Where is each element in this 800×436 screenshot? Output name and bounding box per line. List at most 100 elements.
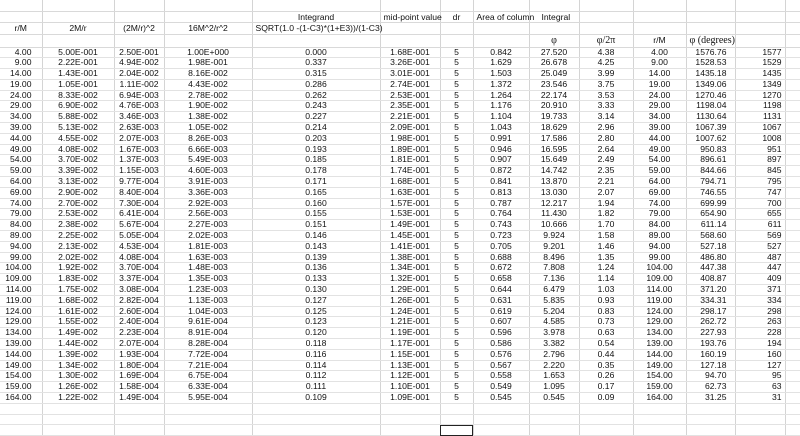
- cell[interactable]: [529, 0, 580, 12]
- cell[interactable]: [42, 403, 115, 415]
- cell[interactable]: [785, 327, 800, 340]
- cell[interactable]: [633, 22, 687, 35]
- cell-r-over-m[interactable]: 74.00: [0, 198, 43, 210]
- cell[interactable]: [785, 79, 800, 91]
- cell-2m-over-r[interactable]: 6.90E-002: [42, 101, 115, 113]
- cell-phi-over-2pi[interactable]: 3.99: [579, 68, 634, 80]
- cell[interactable]: [473, 34, 530, 48]
- cell-r-over-m-2[interactable]: 59.00: [633, 165, 687, 178]
- cell-integral-phi[interactable]: 3.978: [529, 327, 580, 340]
- cell[interactable]: [785, 252, 800, 264]
- cell-phi-over-2pi[interactable]: 2.64: [579, 144, 634, 156]
- cell-2m-over-r-squared[interactable]: 6.41E-004: [114, 209, 165, 221]
- cell-integrand[interactable]: 0.171: [252, 176, 381, 188]
- cell-r-over-m-2[interactable]: 134.00: [633, 327, 687, 340]
- cell-midpoint-value[interactable]: 1.81E-001: [380, 155, 441, 167]
- cell-2m-over-r[interactable]: 2.22E-001: [42, 57, 115, 70]
- cell[interactable]: [785, 208, 800, 221]
- cell-2m-over-r-squared[interactable]: 3.70E-004: [114, 263, 165, 275]
- cell[interactable]: [114, 34, 165, 48]
- cell-integral-phi[interactable]: 4.585: [529, 317, 580, 329]
- cell-midpoint-value[interactable]: 1.26E-001: [380, 295, 441, 307]
- cell-r-over-m-2[interactable]: 69.00: [633, 187, 687, 199]
- cell-phi-degrees-rounded[interactable]: 897: [735, 155, 786, 167]
- cell-midpoint-value[interactable]: 1.41E-001: [380, 241, 441, 253]
- cell-area-of-column[interactable]: 0.705: [473, 241, 530, 253]
- cell-2m-over-r-squared[interactable]: 5.05E-004: [114, 230, 165, 242]
- cell-r-over-m[interactable]: 4.00: [0, 47, 43, 59]
- cell-r-over-m-2[interactable]: 114.00: [633, 284, 687, 296]
- cell-2m-over-r-squared[interactable]: 9.77E-004: [114, 176, 165, 188]
- cell-integral-phi[interactable]: 5.204: [529, 306, 580, 318]
- cell-16m2-over-r2[interactable]: 1.63E-003: [164, 252, 253, 264]
- cell-2m-over-r-squared[interactable]: 2.04E-002: [114, 68, 165, 80]
- cell-phi-degrees-rounded[interactable]: 611: [735, 219, 786, 232]
- cell-phi-over-2pi[interactable]: 1.82: [579, 209, 634, 221]
- cell-2m-over-r[interactable]: 5.00E-001: [42, 47, 115, 59]
- cell-area-of-column[interactable]: 0.787: [473, 198, 530, 210]
- cell-dr[interactable]: 5: [440, 241, 474, 253]
- cell-integral-phi[interactable]: 2.220: [529, 360, 580, 372]
- cell-phi-degrees[interactable]: 527.18: [686, 241, 736, 253]
- cell[interactable]: [0, 0, 43, 12]
- cell-r-over-m[interactable]: 19.00: [0, 79, 43, 91]
- cell[interactable]: [252, 414, 381, 426]
- cell[interactable]: [42, 0, 115, 12]
- cell-integral-phi[interactable]: 11.430: [529, 209, 580, 221]
- cell[interactable]: [0, 403, 43, 415]
- cell[interactable]: [785, 338, 800, 350]
- cell-phi-degrees-rounded[interactable]: 1435: [735, 68, 786, 80]
- cell-r-over-m-2[interactable]: 54.00: [633, 155, 687, 167]
- cell-phi-degrees[interactable]: 334.31: [686, 295, 736, 307]
- cell[interactable]: [164, 34, 253, 48]
- cell-r-over-m[interactable]: 114.00: [0, 284, 43, 296]
- cell[interactable]: [440, 0, 474, 12]
- cell-area-of-column[interactable]: 0.764: [473, 209, 530, 221]
- cell-phi-degrees[interactable]: 31.25: [686, 392, 736, 404]
- cell[interactable]: [785, 370, 800, 383]
- cell-integral-phi[interactable]: 20.910: [529, 101, 580, 113]
- selected-cell[interactable]: [440, 424, 474, 436]
- cell[interactable]: [164, 403, 253, 415]
- cell-integrand[interactable]: 0.286: [252, 79, 381, 91]
- cell-midpoint-value[interactable]: 1.57E-001: [380, 198, 441, 210]
- cell-phi-degrees-rounded[interactable]: 447: [735, 263, 786, 275]
- cell-16m2-over-r2[interactable]: 2.27E-003: [164, 219, 253, 232]
- cell-phi-degrees[interactable]: 1130.64: [686, 111, 736, 124]
- cell-2m-over-r-squared[interactable]: 4.94E-002: [114, 57, 165, 70]
- cell-midpoint-value[interactable]: 1.24E-001: [380, 306, 441, 318]
- cell-2m-over-r[interactable]: 4.55E-002: [42, 133, 115, 145]
- cell[interactable]: [252, 0, 381, 12]
- cell[interactable]: [686, 414, 736, 426]
- cell-phi-degrees-rounded[interactable]: 31: [735, 392, 786, 404]
- cell-r-over-m[interactable]: 144.00: [0, 349, 43, 361]
- cell[interactable]: [785, 22, 800, 35]
- cell-integrand[interactable]: 0.337: [252, 57, 381, 70]
- cell[interactable]: [114, 11, 165, 23]
- cell-integral-phi[interactable]: 2.796: [529, 349, 580, 361]
- cell[interactable]: [785, 360, 800, 372]
- cell-2m-over-r[interactable]: 2.70E-002: [42, 198, 115, 210]
- cell-dr[interactable]: 5: [440, 111, 474, 124]
- cell-phi-degrees-rounded[interactable]: 487: [735, 252, 786, 264]
- cell[interactable]: [785, 34, 800, 48]
- cell-16m2-over-r2[interactable]: 1.98E-001: [164, 57, 253, 70]
- cell-midpoint-value[interactable]: 1.19E-001: [380, 327, 441, 340]
- cell[interactable]: [785, 111, 800, 124]
- cell-dr[interactable]: 5: [440, 68, 474, 80]
- cell[interactable]: [42, 34, 115, 48]
- cell-midpoint-value[interactable]: 2.74E-001: [380, 79, 441, 91]
- header-integrand-formula[interactable]: SQRT(1.0 -(1-C3)*(1+E3))/(1-C3): [252, 22, 383, 35]
- cell-phi-degrees-rounded[interactable]: 569: [735, 230, 786, 242]
- cell[interactable]: [785, 176, 800, 188]
- cell-phi-over-2pi[interactable]: 4.38: [579, 47, 634, 59]
- cell-area-of-column[interactable]: 0.576: [473, 349, 530, 361]
- cell-phi-over-2pi[interactable]: 0.83: [579, 306, 634, 318]
- cell-2m-over-r-squared[interactable]: 3.46E-003: [114, 111, 165, 124]
- cell-16m2-over-r2[interactable]: 1.13E-003: [164, 295, 253, 307]
- cell[interactable]: [0, 11, 43, 23]
- cell-integral-phi[interactable]: 25.049: [529, 68, 580, 80]
- cell-16m2-over-r2[interactable]: 1.23E-003: [164, 284, 253, 296]
- cell-phi-degrees[interactable]: 227.93: [686, 327, 736, 340]
- cell-r-over-m-2[interactable]: 144.00: [633, 349, 687, 361]
